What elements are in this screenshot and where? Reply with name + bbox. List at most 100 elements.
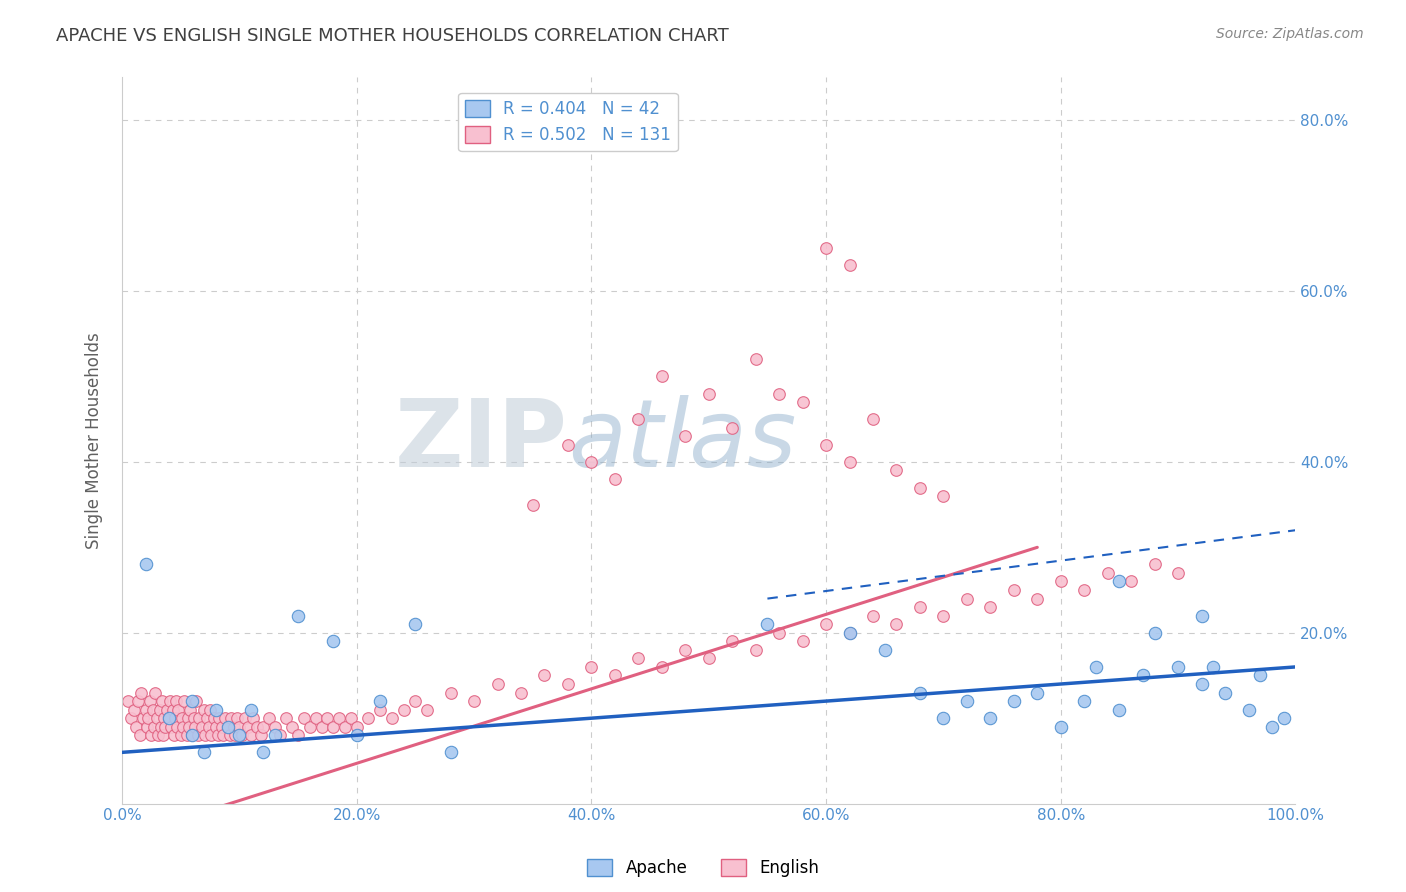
Point bbox=[228, 728, 250, 742]
Point bbox=[908, 600, 931, 615]
Point bbox=[207, 728, 229, 742]
Point bbox=[181, 694, 204, 708]
Point bbox=[1132, 668, 1154, 682]
Point bbox=[240, 703, 263, 717]
Point bbox=[1191, 677, 1213, 691]
Point bbox=[1073, 582, 1095, 597]
Point bbox=[651, 660, 673, 674]
Point bbox=[316, 711, 339, 725]
Point bbox=[1002, 694, 1025, 708]
Point bbox=[184, 694, 207, 708]
Point bbox=[1213, 685, 1236, 699]
Point bbox=[673, 429, 696, 443]
Point bbox=[132, 711, 155, 725]
Point bbox=[159, 694, 181, 708]
Point bbox=[212, 728, 235, 742]
Point bbox=[157, 711, 180, 725]
Point bbox=[815, 617, 838, 632]
Point bbox=[127, 694, 149, 708]
Point bbox=[242, 711, 264, 725]
Point bbox=[233, 711, 256, 725]
Point bbox=[120, 711, 142, 725]
Point bbox=[122, 703, 145, 717]
Point bbox=[439, 685, 461, 699]
Point bbox=[416, 703, 439, 717]
Point bbox=[117, 694, 139, 708]
Point bbox=[226, 711, 249, 725]
Point bbox=[838, 625, 860, 640]
Point bbox=[198, 720, 221, 734]
Point bbox=[838, 625, 860, 640]
Point bbox=[956, 694, 979, 708]
Point bbox=[287, 608, 309, 623]
Point bbox=[1026, 591, 1049, 606]
Point bbox=[439, 745, 461, 759]
Point bbox=[979, 711, 1001, 725]
Point bbox=[697, 386, 720, 401]
Point bbox=[195, 711, 218, 725]
Point bbox=[673, 643, 696, 657]
Point bbox=[1167, 566, 1189, 580]
Point bbox=[1143, 625, 1166, 640]
Point bbox=[139, 694, 162, 708]
Point bbox=[170, 711, 193, 725]
Point bbox=[381, 711, 404, 725]
Point bbox=[744, 352, 766, 367]
Point bbox=[287, 728, 309, 742]
Point bbox=[184, 720, 207, 734]
Point bbox=[135, 720, 157, 734]
Point bbox=[236, 720, 259, 734]
Point bbox=[838, 455, 860, 469]
Point bbox=[1121, 574, 1143, 589]
Point bbox=[162, 703, 184, 717]
Point bbox=[134, 558, 156, 572]
Point bbox=[908, 481, 931, 495]
Point bbox=[269, 728, 291, 742]
Point bbox=[651, 369, 673, 384]
Point bbox=[142, 703, 165, 717]
Point bbox=[1073, 694, 1095, 708]
Point bbox=[231, 728, 253, 742]
Point bbox=[1049, 574, 1071, 589]
Point bbox=[263, 720, 285, 734]
Point bbox=[183, 711, 205, 725]
Point bbox=[1026, 685, 1049, 699]
Point bbox=[176, 728, 198, 742]
Point bbox=[208, 711, 231, 725]
Point bbox=[298, 720, 321, 734]
Point bbox=[228, 720, 250, 734]
Point bbox=[214, 711, 236, 725]
Point bbox=[322, 720, 344, 734]
Point bbox=[357, 711, 380, 725]
Point bbox=[163, 711, 186, 725]
Point bbox=[1261, 720, 1284, 734]
Point bbox=[167, 703, 190, 717]
Point bbox=[581, 455, 603, 469]
Point bbox=[815, 241, 838, 255]
Point bbox=[1249, 668, 1271, 682]
Text: Source: ZipAtlas.com: Source: ZipAtlas.com bbox=[1216, 27, 1364, 41]
Point bbox=[979, 600, 1001, 615]
Point bbox=[263, 728, 285, 742]
Point bbox=[217, 720, 239, 734]
Point bbox=[146, 711, 169, 725]
Point bbox=[205, 703, 228, 717]
Point bbox=[252, 745, 274, 759]
Point bbox=[177, 720, 200, 734]
Point bbox=[838, 259, 860, 273]
Point bbox=[194, 728, 217, 742]
Point bbox=[141, 728, 163, 742]
Point bbox=[1191, 608, 1213, 623]
Point bbox=[1272, 711, 1295, 725]
Point bbox=[153, 711, 176, 725]
Point bbox=[276, 711, 298, 725]
Point bbox=[149, 703, 172, 717]
Point bbox=[125, 720, 148, 734]
Point bbox=[721, 634, 744, 648]
Point bbox=[627, 412, 650, 426]
Point bbox=[368, 703, 391, 717]
Point bbox=[581, 660, 603, 674]
Point bbox=[305, 711, 328, 725]
Point bbox=[333, 720, 356, 734]
Point bbox=[627, 651, 650, 665]
